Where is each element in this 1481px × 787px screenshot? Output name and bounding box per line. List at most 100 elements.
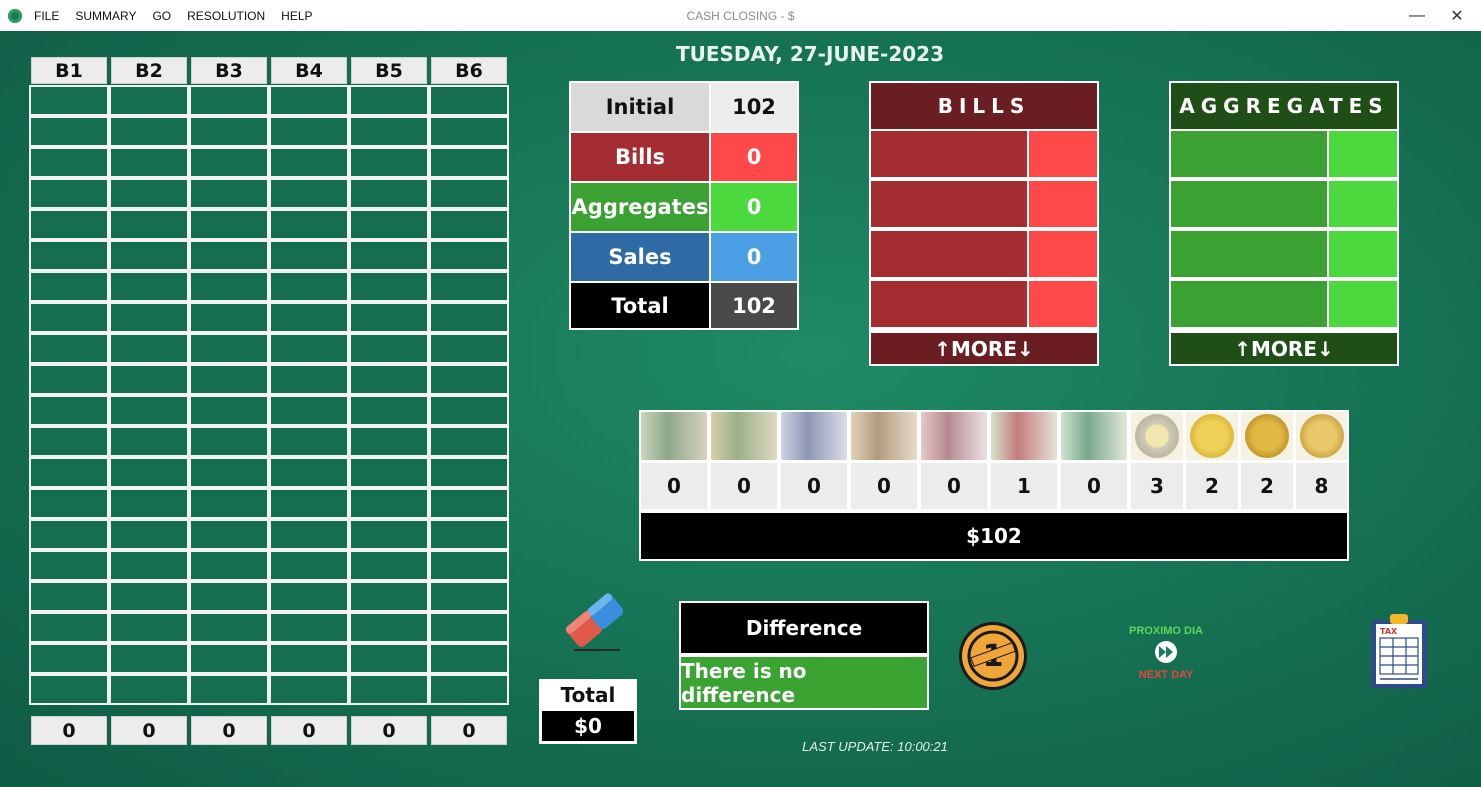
box-cell[interactable]: [189, 581, 269, 612]
box-cell[interactable]: [29, 302, 109, 333]
box-cell[interactable]: [349, 643, 429, 674]
box-cell[interactable]: [429, 395, 509, 426]
box-cell[interactable]: [349, 612, 429, 643]
box-cell[interactable]: [349, 674, 429, 705]
box-cell[interactable]: [189, 550, 269, 581]
box-cell[interactable]: [109, 116, 189, 147]
box-cell[interactable]: [269, 240, 349, 271]
box-cell[interactable]: [29, 674, 109, 705]
box-cell[interactable]: [269, 147, 349, 178]
box-cell[interactable]: [349, 488, 429, 519]
box-cell[interactable]: [349, 209, 429, 240]
box-cell[interactable]: [269, 209, 349, 240]
box-cell[interactable]: [269, 581, 349, 612]
box-cell[interactable]: [269, 426, 349, 457]
box-cell[interactable]: [429, 457, 509, 488]
box-cell[interactable]: [349, 426, 429, 457]
box-cell[interactable]: [429, 116, 509, 147]
menu-summary[interactable]: SUMMARY: [75, 8, 137, 23]
box-cell[interactable]: [429, 426, 509, 457]
box-cell[interactable]: [269, 271, 349, 302]
box-cell[interactable]: [429, 302, 509, 333]
box-cell[interactable]: [349, 240, 429, 271]
box-cell[interactable]: [29, 178, 109, 209]
aggregates-row[interactable]: [1171, 281, 1397, 327]
box-cell[interactable]: [269, 395, 349, 426]
box-cell[interactable]: [109, 85, 189, 116]
box-cell[interactable]: [429, 85, 509, 116]
box-cell[interactable]: [189, 302, 269, 333]
box-cell[interactable]: [269, 178, 349, 209]
menu-file[interactable]: FILE: [34, 8, 60, 23]
box-cell[interactable]: [189, 240, 269, 271]
box-cell[interactable]: [429, 674, 509, 705]
box-cell[interactable]: [429, 550, 509, 581]
denomination-count[interactable]: 1: [991, 463, 1057, 509]
box-cell[interactable]: [189, 612, 269, 643]
box-cell[interactable]: [349, 302, 429, 333]
box-cell[interactable]: [189, 271, 269, 302]
denomination-count[interactable]: 0: [711, 463, 777, 509]
box-cell[interactable]: [29, 643, 109, 674]
box-cell[interactable]: [189, 147, 269, 178]
box-cell[interactable]: [109, 178, 189, 209]
box-cell[interactable]: [29, 209, 109, 240]
box-cell[interactable]: [189, 209, 269, 240]
box-cell[interactable]: [349, 457, 429, 488]
box-cell[interactable]: [269, 643, 349, 674]
box-cell[interactable]: [29, 426, 109, 457]
box-cell[interactable]: [189, 85, 269, 116]
bills-row[interactable]: [871, 281, 1097, 327]
box-cell[interactable]: [29, 550, 109, 581]
box-cell[interactable]: [109, 643, 189, 674]
denomination-count[interactable]: 0: [921, 463, 987, 509]
box-cell[interactable]: [109, 550, 189, 581]
tax-clipboard-icon[interactable]: TAX: [1368, 612, 1430, 690]
box-cell[interactable]: [269, 333, 349, 364]
box-cell[interactable]: [349, 581, 429, 612]
box-cell[interactable]: [109, 395, 189, 426]
box-cell[interactable]: [429, 643, 509, 674]
denomination-count[interactable]: 2: [1186, 463, 1238, 509]
box-cell[interactable]: [349, 395, 429, 426]
box-cell[interactable]: [29, 395, 109, 426]
box-cell[interactable]: [29, 240, 109, 271]
box-cell[interactable]: [429, 488, 509, 519]
denomination-count[interactable]: 0: [641, 463, 707, 509]
box-cell[interactable]: [349, 333, 429, 364]
box-cell[interactable]: [189, 116, 269, 147]
bills-more-button[interactable]: ↑MORE↓: [871, 333, 1097, 364]
denomination-count[interactable]: 0: [1061, 463, 1127, 509]
box-cell[interactable]: [189, 643, 269, 674]
box-cell[interactable]: [109, 457, 189, 488]
box-cell[interactable]: [109, 209, 189, 240]
summary-initial-value[interactable]: 102: [711, 83, 797, 131]
menu-resolution[interactable]: RESOLUTION: [187, 8, 266, 23]
box-cell[interactable]: [269, 85, 349, 116]
aggregates-row[interactable]: [1171, 231, 1397, 277]
box-cell[interactable]: [429, 612, 509, 643]
menu-help[interactable]: HELP: [281, 8, 313, 23]
bills-row[interactable]: [871, 231, 1097, 277]
coin-icon[interactable]: 1: [957, 620, 1029, 692]
box-cell[interactable]: [349, 116, 429, 147]
box-cell[interactable]: [189, 333, 269, 364]
aggregates-row[interactable]: [1171, 131, 1397, 177]
box-cell[interactable]: [189, 178, 269, 209]
box-cell[interactable]: [29, 519, 109, 550]
box-cell[interactable]: [29, 457, 109, 488]
next-day-button[interactable]: PROXIMO DIA NEXT DAY: [1120, 625, 1212, 691]
box-cell[interactable]: [189, 519, 269, 550]
box-cell[interactable]: [429, 271, 509, 302]
bills-row[interactable]: [871, 181, 1097, 227]
box-cell[interactable]: [29, 147, 109, 178]
box-cell[interactable]: [29, 116, 109, 147]
box-cell[interactable]: [109, 612, 189, 643]
box-cell[interactable]: [189, 395, 269, 426]
denomination-count[interactable]: 0: [851, 463, 917, 509]
box-cell[interactable]: [109, 302, 189, 333]
box-cell[interactable]: [269, 302, 349, 333]
box-cell[interactable]: [269, 612, 349, 643]
menu-go[interactable]: GO: [152, 8, 172, 23]
box-cell[interactable]: [429, 147, 509, 178]
